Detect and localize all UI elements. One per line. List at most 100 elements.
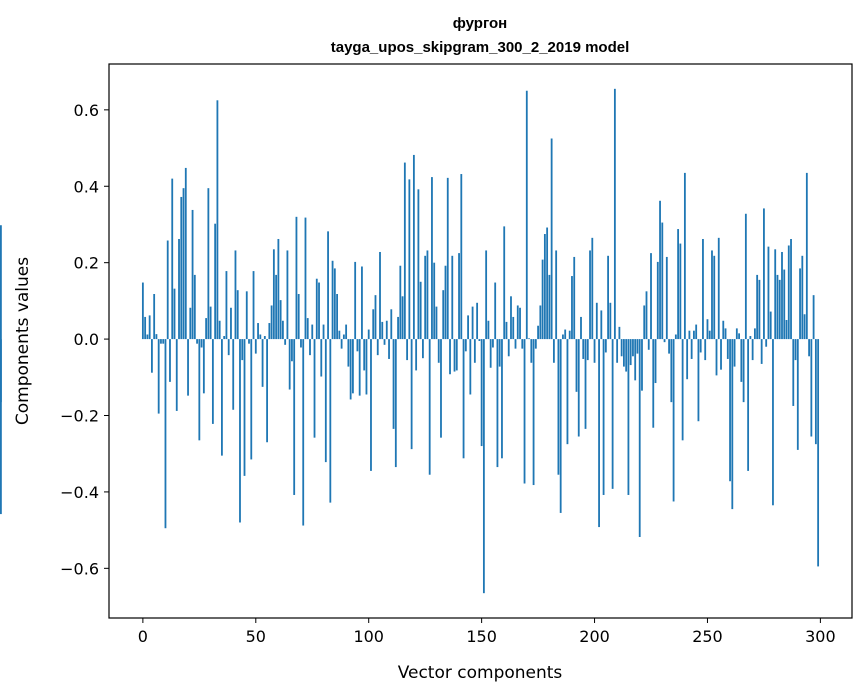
bars-group bbox=[0, 88, 820, 594]
x-tick-label: 250 bbox=[692, 627, 723, 646]
bar bbox=[627, 339, 630, 495]
bar bbox=[555, 250, 558, 340]
bar bbox=[618, 326, 621, 340]
y-axis-label: Components values bbox=[13, 257, 33, 425]
bar bbox=[805, 172, 808, 340]
bar bbox=[794, 339, 797, 361]
bar bbox=[288, 339, 291, 390]
x-axis-ticks: 0 50 100 150 200 250 300 bbox=[138, 618, 836, 646]
bar bbox=[241, 339, 244, 361]
bar bbox=[363, 339, 366, 371]
bar bbox=[399, 265, 402, 340]
bar bbox=[702, 238, 704, 340]
bar bbox=[767, 246, 770, 340]
bar bbox=[801, 255, 804, 340]
bar bbox=[169, 339, 171, 382]
bar bbox=[376, 339, 379, 356]
bar bbox=[498, 339, 501, 367]
bar bbox=[372, 309, 375, 340]
bar bbox=[473, 339, 476, 363]
bar bbox=[306, 318, 309, 340]
bar bbox=[259, 334, 262, 340]
bar bbox=[607, 255, 609, 340]
bar bbox=[422, 339, 424, 359]
bar bbox=[521, 339, 524, 349]
bar bbox=[706, 319, 709, 340]
bar bbox=[647, 339, 650, 350]
bar bbox=[453, 339, 456, 372]
bar bbox=[476, 302, 479, 340]
bar bbox=[442, 290, 445, 340]
bar bbox=[591, 237, 594, 340]
bar bbox=[747, 339, 750, 471]
bar bbox=[523, 339, 526, 484]
bar bbox=[778, 279, 781, 340]
bar bbox=[505, 321, 508, 340]
bar bbox=[263, 336, 266, 340]
bar bbox=[668, 339, 670, 354]
bar bbox=[277, 238, 280, 340]
bar bbox=[634, 339, 637, 381]
chart-subtitle: tayga_upos_skipgram_300_2_2019 model bbox=[331, 39, 630, 56]
bar bbox=[731, 339, 734, 510]
bar bbox=[0, 339, 2, 515]
bar bbox=[487, 320, 490, 340]
bar bbox=[191, 209, 194, 340]
bar bbox=[679, 243, 682, 340]
y-tick-label: 0.2 bbox=[74, 254, 99, 273]
bar bbox=[279, 300, 282, 340]
bar bbox=[690, 339, 693, 359]
bar bbox=[311, 324, 314, 340]
bar bbox=[166, 240, 169, 340]
bar bbox=[155, 334, 158, 340]
bar bbox=[580, 316, 582, 340]
bar bbox=[724, 328, 727, 340]
bar bbox=[763, 208, 765, 340]
bar bbox=[250, 339, 253, 460]
bar bbox=[230, 307, 232, 340]
bar bbox=[711, 250, 713, 340]
x-tick-label: 150 bbox=[466, 627, 497, 646]
bar bbox=[537, 325, 539, 340]
bar bbox=[629, 339, 632, 366]
bar bbox=[568, 330, 571, 340]
bar bbox=[781, 251, 783, 340]
bar bbox=[785, 319, 788, 340]
bar bbox=[501, 339, 503, 459]
bar bbox=[178, 238, 180, 340]
bar bbox=[636, 339, 639, 354]
bar bbox=[270, 305, 273, 340]
bar bbox=[354, 261, 357, 340]
bar bbox=[650, 253, 652, 340]
bar bbox=[248, 339, 250, 344]
bar bbox=[774, 249, 777, 340]
bar bbox=[412, 154, 415, 340]
bar bbox=[494, 282, 497, 340]
bar bbox=[324, 339, 327, 463]
bar bbox=[397, 316, 399, 340]
bar bbox=[187, 339, 189, 396]
bar bbox=[729, 339, 731, 482]
bar bbox=[171, 178, 174, 340]
bar bbox=[394, 339, 397, 468]
bar bbox=[584, 339, 587, 429]
bar bbox=[677, 229, 680, 340]
plot-frame bbox=[108, 63, 853, 619]
bar bbox=[392, 339, 395, 429]
bar bbox=[403, 162, 406, 340]
bar bbox=[424, 255, 427, 340]
bar bbox=[189, 307, 192, 340]
bar bbox=[175, 339, 178, 411]
bar bbox=[681, 339, 684, 441]
bar bbox=[202, 339, 205, 394]
bar bbox=[444, 265, 447, 340]
bar bbox=[410, 339, 413, 450]
bar bbox=[365, 339, 368, 395]
bar bbox=[783, 269, 786, 340]
bar bbox=[254, 339, 257, 354]
bar bbox=[381, 321, 384, 340]
bar bbox=[661, 222, 664, 340]
bar bbox=[742, 339, 745, 403]
bar bbox=[623, 339, 625, 367]
bar bbox=[358, 339, 361, 396]
